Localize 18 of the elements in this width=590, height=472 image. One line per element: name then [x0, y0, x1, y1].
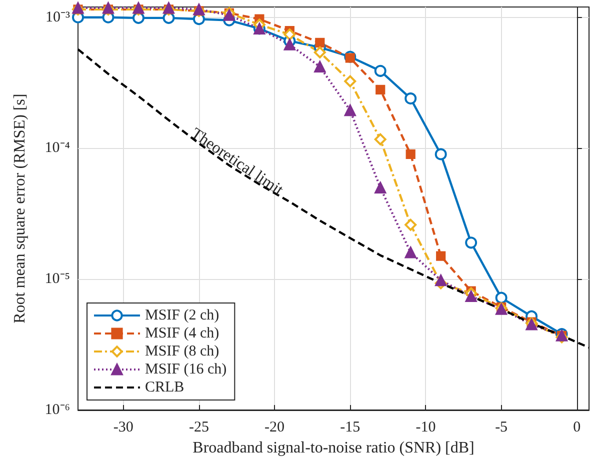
x-tick-label: -5 [495, 420, 508, 436]
x-tick-label: -10 [416, 420, 436, 436]
legend-label: MSIF (4 ch) [145, 326, 220, 342]
x-axis-title: Broadband signal-to-noise ratio (SNR) [dB] [192, 440, 474, 456]
y-tick-label: 10⁻⁶ [44, 402, 70, 418]
x-tick-label: -30 [113, 420, 134, 436]
x-tick-label: -20 [264, 420, 285, 436]
x-tick-label: 0 [573, 420, 581, 436]
x-tick-label: -25 [188, 420, 209, 436]
y-axis-title: Root mean square error (RMSE) [s] [12, 94, 28, 324]
legend-label: MSIF (2 ch) [145, 308, 220, 324]
legend-label: MSIF (8 ch) [145, 344, 220, 360]
legend-label: MSIF (16 ch) [145, 362, 227, 378]
y-tick-label: 10⁻⁴ [44, 140, 70, 156]
y-tick-label: 10⁻³ [46, 9, 70, 26]
y-tick-label: 10⁻⁵ [44, 271, 70, 288]
x-tick-label: -15 [340, 420, 360, 436]
legend-label: CRLB [145, 380, 184, 396]
